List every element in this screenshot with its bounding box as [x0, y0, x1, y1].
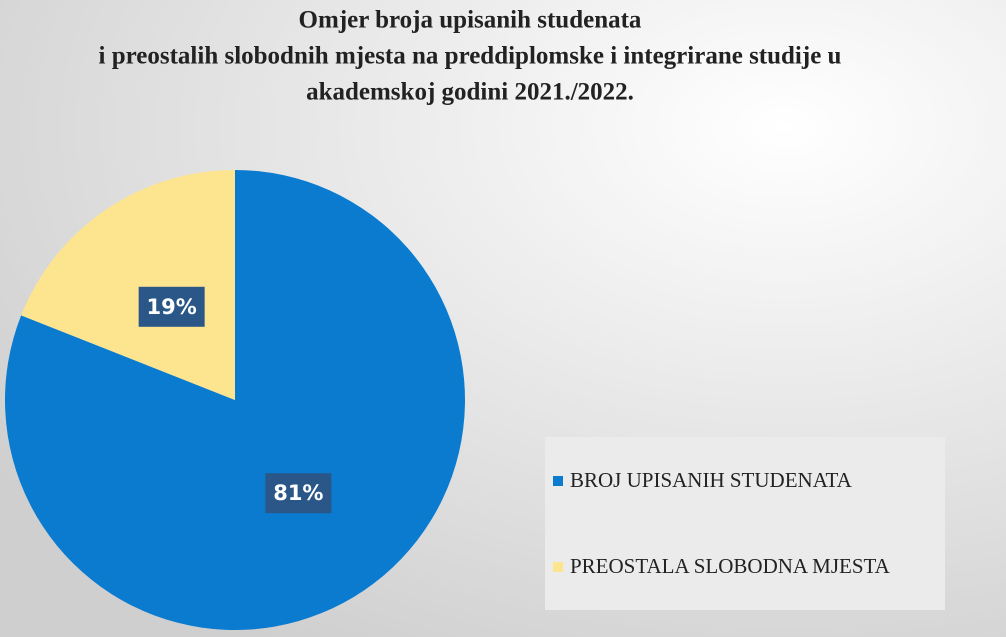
pie-slice: [5, 170, 466, 631]
pie-slice: [21, 169, 235, 400]
value-label-box: [265, 473, 332, 514]
legend-label: BROJ UPISANIH STUDENATA: [570, 468, 853, 492]
legend-swatch: [553, 562, 563, 572]
chart-title: Omjer broja upisanih studenata: [299, 7, 642, 34]
chart-title: i preostalih slobodnih mjesta na preddip…: [99, 43, 842, 70]
chart-title: akademskoj godini 2021./2022.: [306, 79, 634, 106]
legend-label: PREOSTALA SLOBODNA MJESTA: [570, 554, 891, 578]
value-label: 19%: [147, 295, 197, 319]
value-label: 81%: [273, 481, 323, 505]
value-label-box: [138, 286, 205, 327]
legend-swatch: [553, 476, 563, 486]
legend-box: [545, 437, 945, 610]
